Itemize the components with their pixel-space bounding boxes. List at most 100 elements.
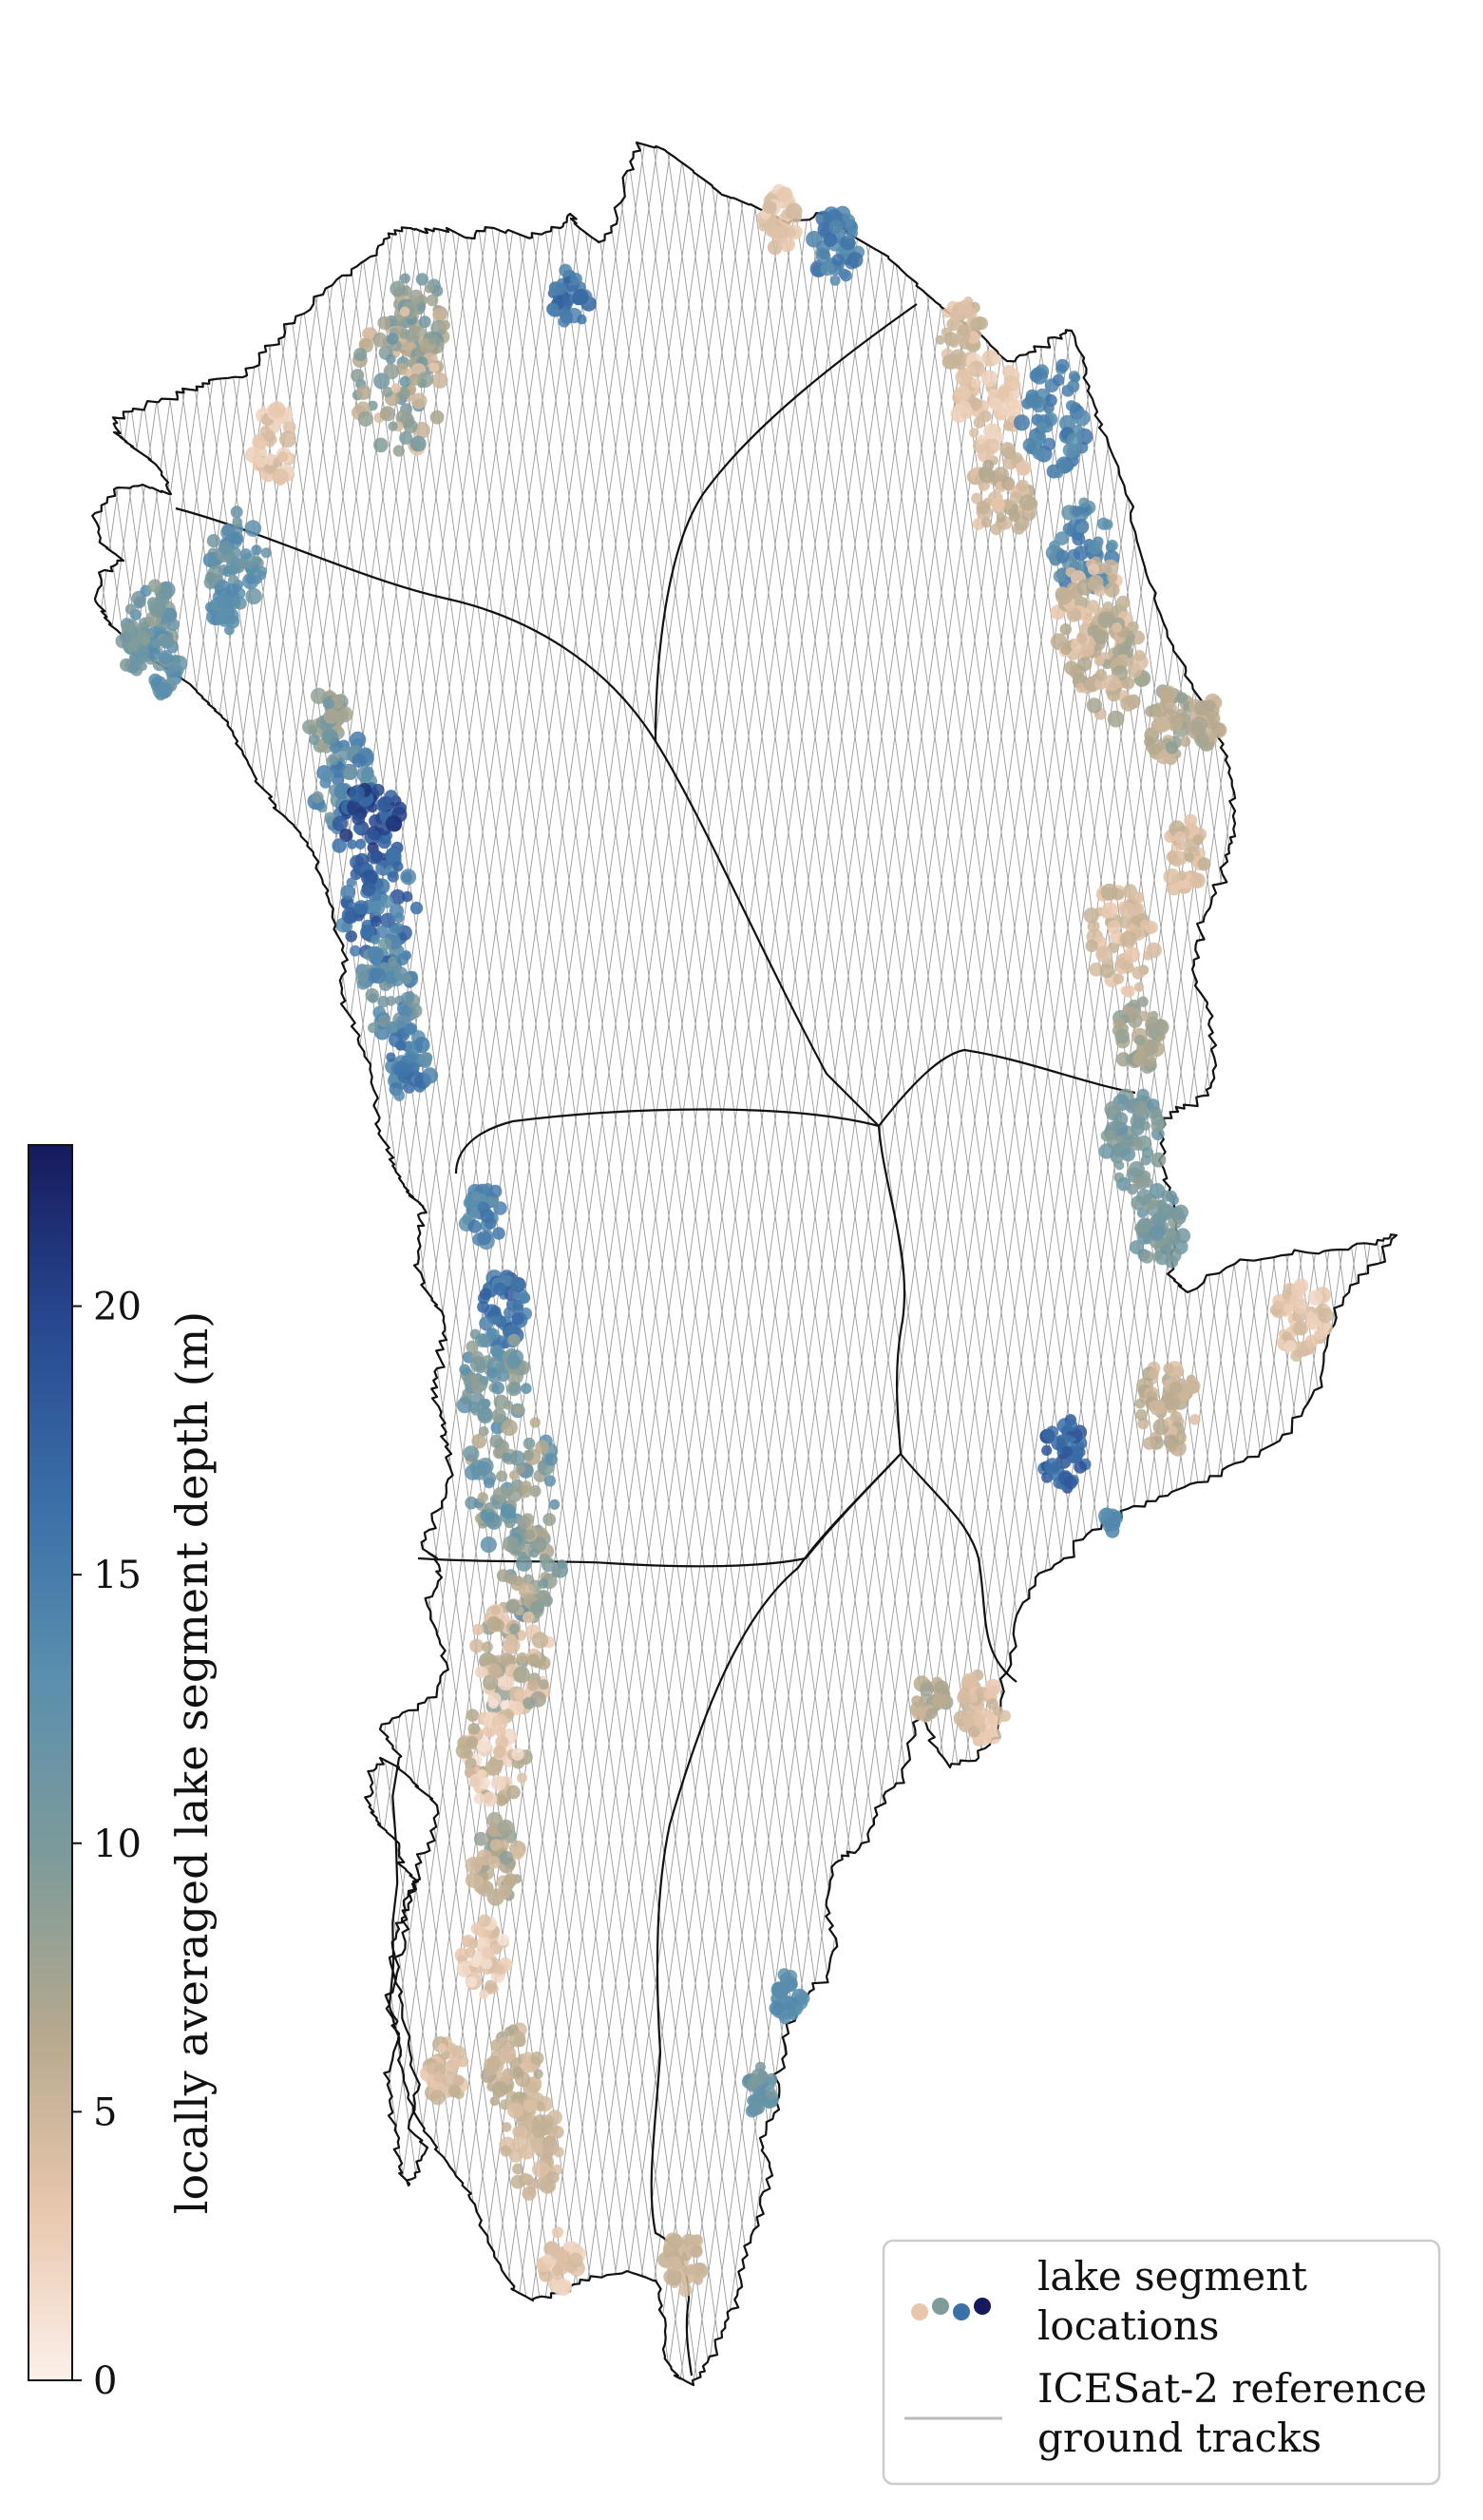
lake-segment-point — [503, 1400, 514, 1410]
lake-segment-point — [479, 1990, 489, 1999]
lake-segment-point — [501, 1419, 518, 1437]
lake-segment-point — [510, 1276, 525, 1292]
lake-segment-point — [506, 2102, 523, 2119]
lake-segment-point — [409, 1061, 420, 1073]
basin-divide-line — [654, 303, 918, 742]
lake-segment-point — [503, 1636, 521, 1654]
lake-segment-point — [512, 2163, 523, 2175]
ground-track-line — [1342, 143, 1397, 2385]
lake-segment-point — [1016, 479, 1029, 492]
lake-segment-point — [508, 1349, 524, 1365]
lake-segment-point — [409, 901, 424, 915]
lake-segment-point — [506, 1381, 522, 1397]
lake-segment-point — [1164, 1417, 1174, 1427]
lake-segment-point — [407, 1070, 424, 1087]
lake-segment-point — [451, 2045, 466, 2060]
lake-segment-point — [481, 1957, 493, 1970]
lake-segment-point — [526, 1653, 541, 1667]
lake-segment-point — [1163, 1393, 1181, 1411]
lake-segment-point — [361, 869, 378, 887]
lake-segment-point — [156, 682, 173, 699]
lake-segment-point — [970, 378, 981, 389]
lake-segment-point — [783, 1977, 798, 1992]
lake-segment-point — [1137, 996, 1149, 1007]
lake-segment-point — [1289, 1291, 1304, 1307]
lake-segment-point — [1283, 1303, 1294, 1313]
lake-segment-point — [1087, 600, 1099, 612]
lake-segment-point — [840, 235, 856, 251]
lake-segment-point — [472, 1623, 485, 1635]
lake-segment-point — [399, 430, 413, 445]
lake-segment-point — [847, 228, 858, 239]
ground-track-line — [1209, 143, 1397, 2385]
lake-segment-point — [1214, 725, 1226, 735]
lake-segment-point — [691, 2234, 702, 2245]
lake-segment-point — [368, 993, 379, 1003]
lake-segment-point — [1167, 1425, 1178, 1437]
lake-segment-point — [399, 306, 410, 317]
lake-segment-point — [1098, 1143, 1115, 1159]
lake-segment-point — [961, 1672, 979, 1690]
lake-segment-point — [1114, 1028, 1130, 1044]
colorbar-gradient — [28, 1144, 73, 2381]
ground-tracks — [92, 143, 1397, 2385]
lake-segment-point — [1059, 623, 1073, 636]
lake-segment-point — [466, 1976, 478, 1988]
lake-segment-point — [1127, 620, 1139, 633]
lake-segment-point — [1063, 1476, 1077, 1490]
lake-segment-point — [1283, 1340, 1297, 1352]
basin-divide-line — [877, 1125, 906, 1455]
lake-segment-point — [1140, 1250, 1154, 1264]
lake-segment-point — [456, 1397, 473, 1414]
lake-segment-point — [1101, 902, 1119, 919]
lake-segment-point — [920, 1682, 935, 1697]
lake-segment-point — [477, 1492, 488, 1503]
lake-segment-point — [1136, 1088, 1150, 1102]
lake-segment-point — [474, 1333, 489, 1347]
lake-segment-point — [429, 2090, 446, 2106]
lake-segment-point — [384, 790, 398, 803]
lake-segment-point — [127, 661, 140, 674]
lake-segment-point — [539, 1553, 550, 1565]
lake-segment-point — [432, 307, 447, 322]
ground-track-line — [438, 143, 753, 2385]
lake-segment-point — [163, 608, 174, 620]
ground-track-line — [1196, 143, 1397, 2385]
lake-segment-point — [353, 348, 368, 362]
ground-track-line — [465, 143, 780, 2385]
ground-track-line — [1382, 143, 1397, 2385]
lake-segment-point — [479, 1288, 492, 1301]
lake-segment-point — [1144, 1040, 1158, 1055]
lake-segment-point — [228, 574, 239, 586]
lake-segment-point — [506, 1574, 518, 1585]
lake-segment-point — [996, 513, 1006, 524]
lake-segment-point — [1135, 1408, 1148, 1422]
lake-segment-point — [663, 2268, 680, 2285]
lake-segment-point — [352, 753, 367, 768]
lake-segment-point — [146, 646, 161, 660]
lake-segment-point — [491, 2081, 508, 2098]
lake-segment-point — [957, 1690, 971, 1706]
lake-segment-point — [504, 1517, 516, 1529]
lake-segment-point — [1147, 1108, 1159, 1119]
lake-segment-point — [330, 742, 342, 754]
lake-segment-point — [1203, 699, 1216, 713]
lake-segment-point — [352, 823, 364, 833]
lake-segment-point — [255, 456, 267, 468]
ground-track-line — [92, 143, 181, 2385]
lake-segment-point — [471, 1433, 486, 1449]
lake-segment-point — [1103, 674, 1121, 692]
ground-track-line — [92, 143, 168, 2385]
lake-segment-point — [375, 925, 390, 939]
lake-segment-point — [1089, 962, 1104, 977]
legend-dot — [932, 2298, 949, 2315]
lake-segment-point — [925, 1708, 938, 1720]
lake-segment-point — [523, 1611, 535, 1624]
lake-segment-point — [755, 2071, 768, 2084]
lake-segment-point — [396, 953, 409, 966]
ground-track-line — [983, 143, 1299, 2385]
lake-segment-point — [477, 1406, 493, 1422]
lake-segment-point — [332, 773, 345, 787]
lake-segment-point — [1002, 446, 1017, 460]
lake-segment-point — [480, 1537, 497, 1554]
